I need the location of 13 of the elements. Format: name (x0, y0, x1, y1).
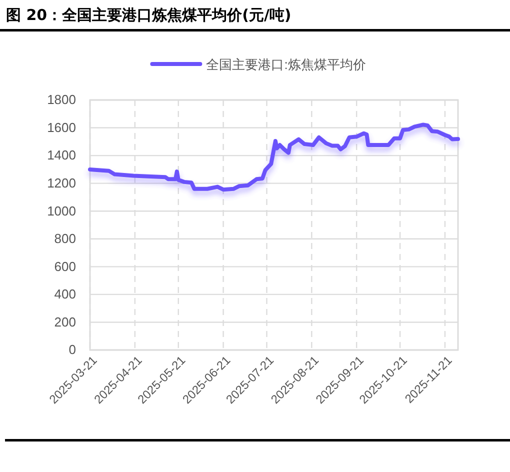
y-tick-label: 1400 (47, 148, 76, 163)
chart-title: 图 20：全国主要港口炼焦煤平均价(元/吨) (6, 6, 292, 24)
y-tick-label: 1800 (47, 92, 76, 108)
line-series (88, 122, 460, 192)
y-tick-label: 800 (54, 231, 76, 246)
y-tick-label: 1200 (47, 175, 76, 190)
y-tick-label: 1000 (47, 203, 76, 218)
y-tick-label: 400 (54, 286, 76, 302)
y-tick-label: 600 (54, 258, 76, 274)
legend-label: 全国主要港口:炼焦煤平均价 (206, 57, 366, 72)
y-tick-label: 200 (54, 314, 76, 330)
y-tick-label: 0 (68, 342, 76, 358)
y-tick-label: 1600 (47, 120, 76, 135)
